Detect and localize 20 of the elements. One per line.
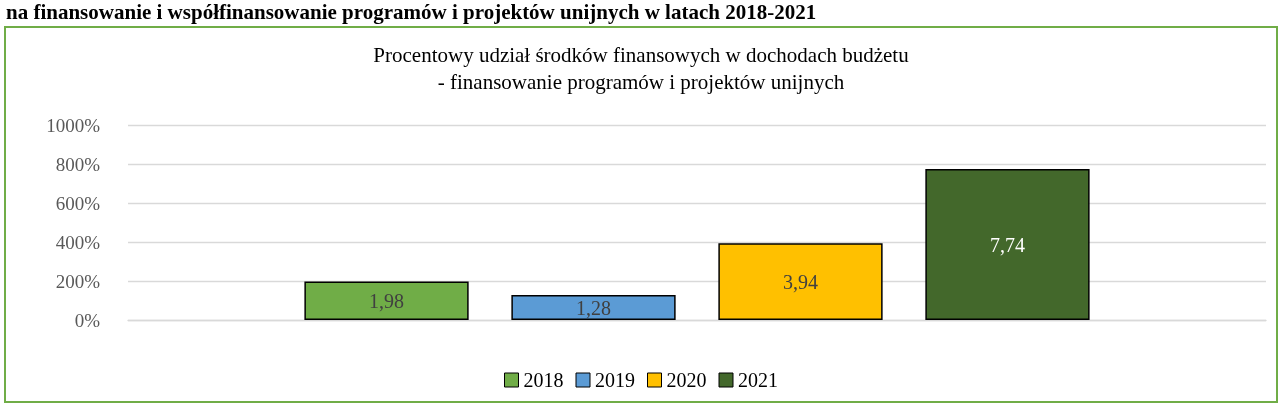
legend-label: 2021 (738, 369, 778, 391)
legend-label: 2020 (666, 369, 707, 391)
bar (304, 281, 469, 320)
bar (718, 243, 883, 320)
data-label: 1,98 (369, 289, 405, 312)
y-tick-label: 1000% (46, 114, 101, 136)
legend-label: 2019 (595, 369, 635, 391)
y-tick-label: 600% (55, 192, 101, 214)
chart-title: Procentowy udział środków finansowych w dochodach budżetu - finansowanie programów i projektów unijnych (373, 42, 910, 94)
y-tick-label: 800% (55, 153, 101, 175)
data-label: 1,28 (576, 296, 612, 319)
bar (925, 169, 1090, 320)
legend-label: 2018 (523, 369, 564, 391)
y-tick-label: 0% (74, 309, 101, 331)
data-label: 3,94 (782, 270, 818, 293)
y-tick-label: 200% (55, 270, 101, 292)
y-tick-label: 400% (55, 231, 101, 253)
data-label: 7,74 (989, 233, 1025, 256)
text: na finansowanie i współfinansowanie programów i projektów unijnych w latach 2018-2021 (5, 0, 818, 26)
bar (511, 295, 676, 320)
